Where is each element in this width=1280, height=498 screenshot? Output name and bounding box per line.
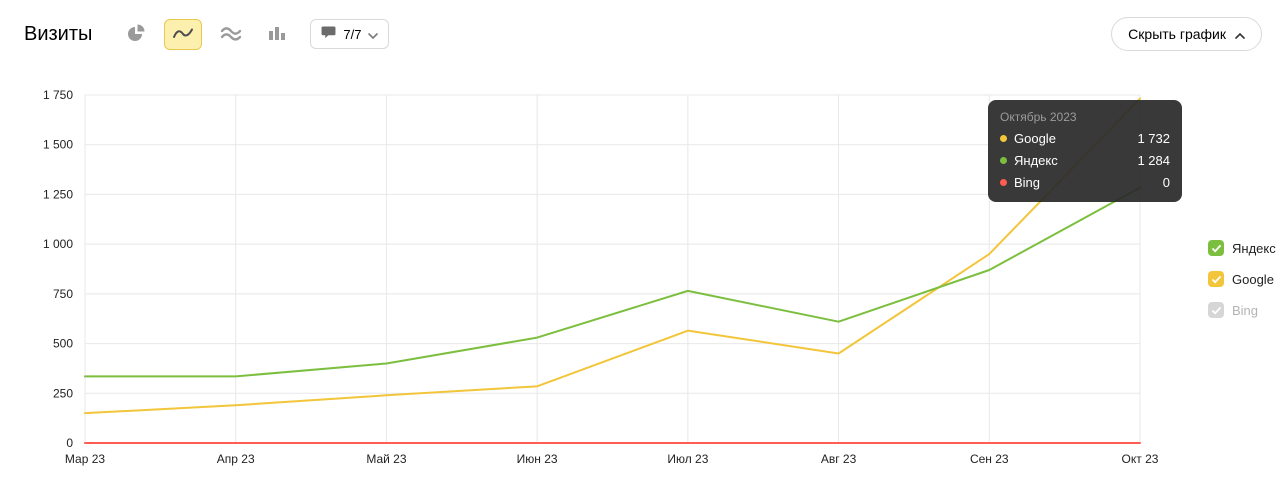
tooltip-series-label: Яндекс xyxy=(1014,153,1058,168)
comments-count: 7/7 xyxy=(343,26,362,42)
y-tick-label: 0 xyxy=(66,436,73,450)
tooltip-series-value: 0 xyxy=(1162,175,1170,190)
legend-item-google[interactable]: Google xyxy=(1208,271,1276,287)
tooltip-series-value: 1 284 xyxy=(1137,153,1170,168)
chart-type-columns-button[interactable] xyxy=(260,19,294,50)
hide-chart-button[interactable]: Скрыть график xyxy=(1111,17,1262,51)
tooltip-series-value: 1 732 xyxy=(1137,131,1170,146)
y-tick-label: 1 500 xyxy=(43,138,73,152)
legend-item-bing[interactable]: Bing xyxy=(1208,302,1276,318)
checkbox-checked-icon xyxy=(1208,302,1224,318)
series-line-Яндекс xyxy=(84,186,1141,378)
tooltip-row: Google 1 732 xyxy=(1000,131,1170,146)
y-tick-label: 500 xyxy=(53,337,73,351)
legend-label: Google xyxy=(1232,271,1274,287)
x-tick-label: Мар 23 xyxy=(65,452,105,466)
series-dot-google xyxy=(1000,135,1007,142)
y-tick-label: 1 000 xyxy=(43,237,73,251)
series-dot-yandex xyxy=(1000,157,1007,164)
x-tick-label: Июл 23 xyxy=(667,452,708,466)
tooltip-title: Октябрь 2023 xyxy=(1000,110,1077,124)
x-tick-label: Апр 23 xyxy=(217,452,255,466)
column-chart-icon xyxy=(268,25,286,44)
chart-header: Визиты xyxy=(24,16,1262,52)
chart-type-line-button[interactable] xyxy=(164,18,203,50)
y-tick-label: 750 xyxy=(53,287,73,301)
checkbox-checked-icon xyxy=(1208,240,1224,256)
chart-type-switcher xyxy=(118,17,294,52)
legend-label: Яндекс xyxy=(1232,240,1276,256)
series-line-Google xyxy=(84,97,1141,415)
stacked-area-chart-icon xyxy=(220,25,242,44)
legend-item-yandex[interactable]: Яндекс xyxy=(1208,240,1276,256)
checkbox-checked-icon xyxy=(1208,271,1224,287)
pie-chart-icon xyxy=(126,23,146,46)
line-chart-icon xyxy=(172,25,194,44)
x-tick-label: Окт 23 xyxy=(1122,452,1159,466)
x-tick-label: Июн 23 xyxy=(517,452,558,466)
x-tick-label: Авг 23 xyxy=(821,452,857,466)
x-tick-label: Май 23 xyxy=(366,452,407,466)
chevron-up-icon xyxy=(1235,26,1245,42)
tooltip-row: Яндекс 1 284 xyxy=(1000,153,1170,168)
tooltip-series-label: Google xyxy=(1014,131,1056,146)
y-tick-label: 250 xyxy=(53,386,73,400)
chart-legend: Яндекс Google Bing xyxy=(1208,240,1276,318)
y-tick-label: 1 250 xyxy=(43,187,73,201)
hide-chart-label: Скрыть график xyxy=(1128,26,1226,42)
tooltip-row: Bing 0 xyxy=(1000,175,1170,190)
comments-dropdown[interactable]: 7/7 xyxy=(310,19,390,49)
chevron-down-icon xyxy=(368,27,379,42)
x-tick-label: Сен 23 xyxy=(970,452,1009,466)
tooltip-series-label: Bing xyxy=(1014,175,1041,190)
chart-tooltip: Октябрь 2023 Google 1 732 Яндекс 1 284 B… xyxy=(988,100,1182,202)
page-title: Визиты xyxy=(24,22,93,45)
comment-bubble-icon xyxy=(321,26,336,42)
chart-type-area-button[interactable] xyxy=(212,19,250,50)
series-dot-bing xyxy=(1000,179,1007,186)
y-tick-label: 1 750 xyxy=(43,88,73,102)
chart-type-pie-button[interactable] xyxy=(118,17,154,52)
legend-label: Bing xyxy=(1232,302,1259,318)
